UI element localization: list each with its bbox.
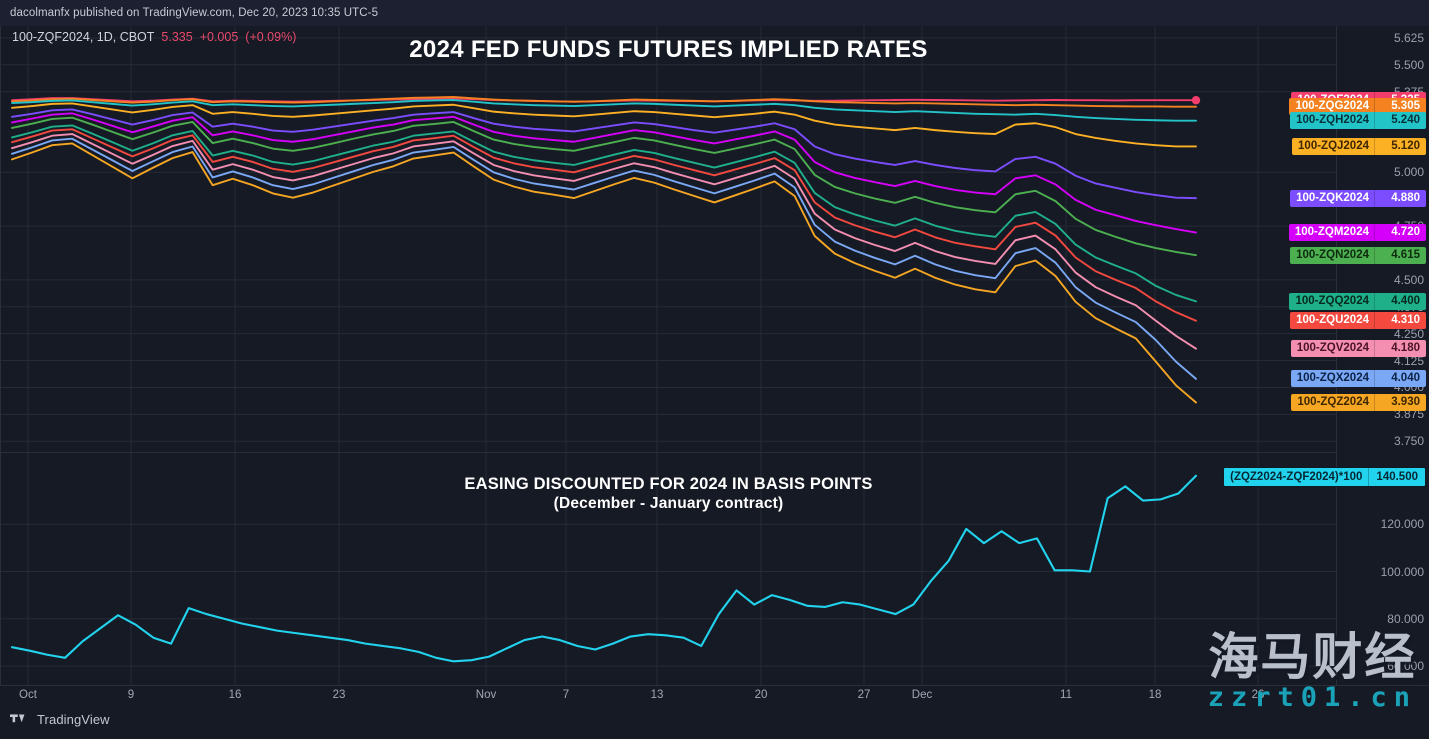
price-change: +0.005 — [199, 30, 239, 44]
main-title: 2024 FED FUNDS FUTURES IMPLIED RATES — [409, 36, 928, 63]
lower-series-tag-label: (ZQZ2024-ZQF2024)*100 — [1230, 470, 1363, 483]
lower-pane-title-line1: EASING DISCOUNTED FOR 2024 IN BASIS POIN… — [464, 475, 873, 493]
series-price-tag[interactable]: 100-ZQK2024 4.880 — [1290, 189, 1426, 207]
series-tag-value: 4.310 — [1374, 312, 1426, 330]
series-tag-label: 100-ZQV2024 — [1296, 342, 1369, 355]
tradingview-mark-icon — [10, 713, 25, 722]
series-price-tag[interactable]: 100-ZQQ2024 4.400 — [1289, 292, 1426, 310]
series-price-tag[interactable]: 100-ZQN2024 4.615 — [1290, 246, 1426, 264]
time-axis-tick: Oct — [19, 689, 37, 701]
plot-left-border — [0, 26, 1, 685]
lower-axis-tick: 80.000 — [1387, 611, 1424, 626]
series-tag-label: 100-ZQQ2024 — [1295, 294, 1369, 307]
series-tag-value: 4.040 — [1374, 370, 1426, 388]
series-tag-value: 5.240 — [1374, 112, 1426, 130]
series-price-tag[interactable]: 100-ZQV2024 4.180 — [1290, 340, 1426, 358]
time-scale[interactable]: Oct 9 16 23 Nov 7 13 20 27 Dec 11 18 26 — [0, 685, 1429, 709]
price-axis-tick: 4.500 — [1393, 272, 1424, 287]
lower-pane-title-line2: (December - January contract) — [553, 495, 784, 513]
attribution-bar: dacolmanfx published on TradingView.com,… — [0, 0, 1429, 26]
pane-separator — [0, 452, 1337, 453]
lower-axis-tick: 100.000 — [1380, 564, 1424, 579]
series-tag-value: 4.880 — [1374, 189, 1426, 207]
series-tag-value: 4.615 — [1374, 246, 1426, 264]
lower-axis-tick: 120.000 — [1380, 517, 1424, 532]
series-tag-label: 100-ZQN2024 — [1296, 248, 1369, 261]
series-tag-label: 100-ZQK2024 — [1296, 191, 1369, 204]
price-axis-tick: 5.000 — [1393, 165, 1424, 180]
time-axis-tick: Nov — [475, 689, 497, 701]
series-tag-label: 100-ZQZ2024 — [1297, 396, 1369, 408]
series-tag-label: 100-ZQG2024 — [1295, 100, 1369, 113]
series-price-tag[interactable]: 100-ZQH2024 5.240 — [1290, 112, 1426, 130]
price-axis-tick: 3.750 — [1393, 434, 1424, 449]
lower-series-price-tag[interactable]: (ZQZ2024-ZQF2024)*100 140.500 — [1223, 466, 1426, 487]
time-axis-tick: 27 — [857, 689, 871, 701]
symbol-label: 100-ZQF2024, 1D, CBOT — [12, 30, 155, 44]
time-axis-tick: 20 — [754, 689, 768, 701]
series-price-tag[interactable]: 100-ZQJ2024 5.120 — [1292, 137, 1426, 155]
series-price-tag[interactable]: 100-ZQU2024 4.310 — [1290, 312, 1426, 330]
time-axis-tick: 7 — [562, 689, 570, 701]
time-axis-tick: 16 — [228, 689, 242, 701]
series-price-tag[interactable]: 100-ZQG2024 5.305 — [1289, 98, 1426, 116]
series-tag-label: 100-ZQM2024 — [1294, 226, 1369, 239]
series-tag-value: 5.120 — [1374, 137, 1426, 155]
price-axis-tick: 5.500 — [1393, 57, 1424, 72]
series-price-tag[interactable]: 100-ZQX2024 4.040 — [1290, 370, 1426, 388]
series-tag-label: 100-ZQX2024 — [1296, 372, 1369, 385]
chart-canvas — [0, 26, 1337, 685]
time-axis-tick: 9 — [127, 689, 135, 701]
time-axis-tick: 11 — [1060, 689, 1072, 701]
series-tag-value: 4.180 — [1374, 340, 1426, 358]
time-axis-tick: 23 — [332, 689, 346, 701]
series-tag-label: 100-ZQJ2024 — [1298, 139, 1369, 152]
series-tag-label: 100-ZQH2024 — [1296, 114, 1369, 127]
time-axis-tick: Dec — [911, 689, 933, 701]
series-tag-value: 5.305 — [1374, 98, 1426, 116]
series-tag-value: 4.400 — [1374, 292, 1426, 310]
price-change-percent: (+0.09%) — [245, 30, 297, 44]
series-price-tag[interactable]: 100-ZQZ2024 3.930 — [1291, 394, 1426, 411]
last-price: 5.335 — [161, 30, 193, 44]
time-scale-divider — [0, 685, 1429, 686]
lower-axis-tick: 60.000 — [1387, 659, 1424, 674]
lower-series-tag-value: 140.500 — [1368, 467, 1425, 486]
tradingview-wordmark: TradingView — [37, 712, 110, 727]
series-tag-value: 3.930 — [1374, 394, 1426, 411]
attribution-text: dacolmanfx published on TradingView.com,… — [10, 7, 379, 19]
time-axis-tick: 13 — [650, 689, 664, 701]
symbol-legend[interactable]: 100-ZQF2024, 1D, CBOT 5.335 +0.005 (+0.0… — [12, 30, 296, 44]
time-axis-tick: 18 — [1148, 689, 1162, 701]
series-price-tag[interactable]: 100-ZQM2024 4.720 — [1288, 224, 1426, 242]
lower-pane-title: EASING DISCOUNTED FOR 2024 IN BASIS POIN… — [0, 474, 1337, 514]
series-tag-value: 4.720 — [1374, 224, 1426, 242]
price-axis-tick: 5.625 — [1393, 30, 1424, 45]
series-tag-label: 100-ZQU2024 — [1296, 314, 1369, 327]
tradingview-logo[interactable]: TradingView — [10, 712, 110, 727]
time-axis-tick: 26 — [1251, 689, 1265, 701]
chart-surface[interactable] — [0, 26, 1337, 705]
